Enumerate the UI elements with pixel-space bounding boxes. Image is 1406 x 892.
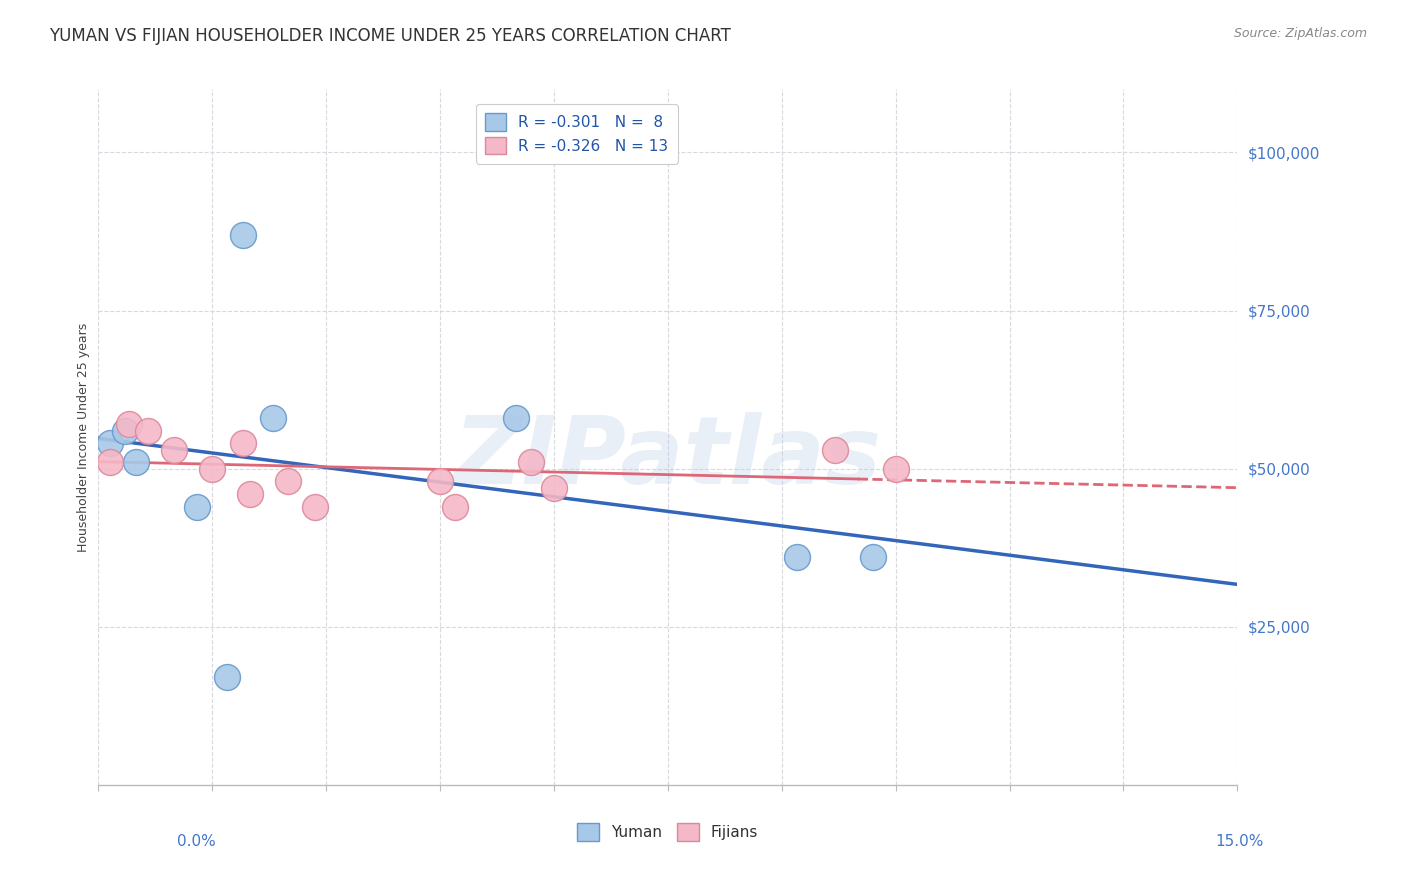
Legend: Yuman, Fijians: Yuman, Fijians: [571, 817, 765, 847]
Point: [824, 442, 846, 457]
Point: [98, 455, 121, 469]
Point: [884, 461, 907, 475]
Point: [304, 500, 326, 514]
Y-axis label: Householder Income Under 25 years: Householder Income Under 25 years: [77, 322, 90, 552]
Point: [201, 461, 224, 475]
Point: [262, 411, 284, 425]
Point: [125, 455, 148, 469]
Point: [505, 411, 527, 425]
Point: [98, 436, 121, 450]
Point: [429, 475, 451, 489]
Point: [444, 500, 467, 514]
Point: [520, 455, 543, 469]
Point: [232, 227, 254, 242]
Point: [277, 475, 299, 489]
Point: [118, 417, 141, 432]
Point: [862, 550, 884, 565]
Point: [239, 487, 262, 501]
Point: [217, 670, 239, 684]
Point: [186, 500, 208, 514]
Text: YUMAN VS FIJIAN HOUSEHOLDER INCOME UNDER 25 YEARS CORRELATION CHART: YUMAN VS FIJIAN HOUSEHOLDER INCOME UNDER…: [49, 27, 731, 45]
Point: [543, 481, 565, 495]
Text: 0.0%: 0.0%: [177, 834, 217, 849]
Text: 15.0%: 15.0%: [1216, 834, 1264, 849]
Text: Source: ZipAtlas.com: Source: ZipAtlas.com: [1233, 27, 1367, 40]
Point: [136, 424, 159, 438]
Point: [232, 436, 254, 450]
Text: ZIPatlas: ZIPatlas: [454, 412, 882, 504]
Point: [786, 550, 808, 565]
Point: [114, 424, 136, 438]
Point: [163, 442, 186, 457]
